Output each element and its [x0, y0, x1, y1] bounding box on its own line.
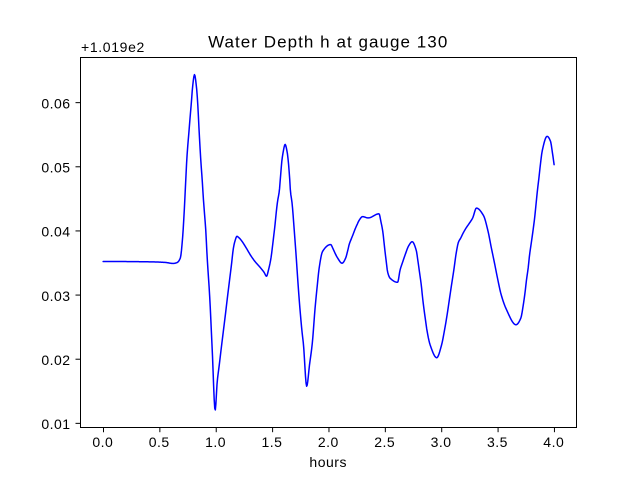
- svg-text:1.0: 1.0: [205, 434, 226, 450]
- svg-text:0.06: 0.06: [41, 95, 70, 111]
- svg-text:Water Depth h at gauge 130: Water Depth h at gauge 130: [208, 33, 448, 52]
- svg-text:2.5: 2.5: [374, 434, 395, 450]
- svg-text:hours: hours: [309, 454, 347, 470]
- svg-text:0.05: 0.05: [41, 159, 70, 175]
- svg-text:3.0: 3.0: [431, 434, 452, 450]
- svg-text:0.0: 0.0: [92, 434, 113, 450]
- svg-text:0.03: 0.03: [41, 288, 70, 304]
- svg-text:+1.019e2: +1.019e2: [81, 39, 145, 55]
- svg-text:0.02: 0.02: [41, 352, 70, 368]
- svg-text:3.5: 3.5: [487, 434, 508, 450]
- svg-text:4.0: 4.0: [543, 434, 564, 450]
- svg-text:0.04: 0.04: [41, 224, 70, 240]
- svg-text:2.0: 2.0: [318, 434, 339, 450]
- svg-text:0.01: 0.01: [41, 416, 70, 432]
- svg-text:1.5: 1.5: [261, 434, 282, 450]
- svg-text:0.5: 0.5: [149, 434, 170, 450]
